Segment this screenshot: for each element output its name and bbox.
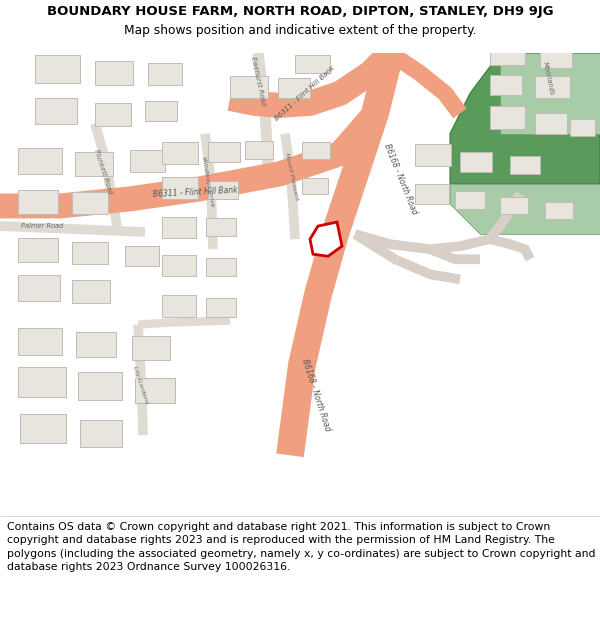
Polygon shape	[125, 246, 159, 266]
Polygon shape	[162, 177, 198, 199]
Polygon shape	[95, 103, 131, 126]
Polygon shape	[18, 276, 60, 301]
Polygon shape	[415, 184, 449, 204]
Polygon shape	[148, 63, 182, 85]
Polygon shape	[535, 76, 570, 98]
Polygon shape	[18, 190, 58, 214]
Polygon shape	[130, 149, 165, 172]
Polygon shape	[455, 191, 485, 209]
Text: Mount Pleasant: Mount Pleasant	[284, 152, 299, 201]
Polygon shape	[208, 181, 238, 199]
Polygon shape	[206, 299, 236, 316]
Polygon shape	[540, 48, 572, 68]
Polygon shape	[72, 281, 110, 304]
Polygon shape	[490, 75, 522, 96]
Polygon shape	[162, 255, 196, 276]
Polygon shape	[78, 372, 122, 400]
Polygon shape	[18, 148, 62, 174]
Polygon shape	[162, 217, 196, 238]
Polygon shape	[80, 420, 122, 447]
Polygon shape	[230, 76, 268, 98]
Text: Map shows position and indicative extent of the property.: Map shows position and indicative extent…	[124, 24, 476, 37]
Polygon shape	[206, 218, 236, 236]
Polygon shape	[490, 106, 525, 129]
Text: B6311 - Flint Hill Bank: B6311 - Flint Hill Bank	[274, 65, 336, 122]
Polygon shape	[450, 184, 600, 234]
Text: Contains OS data © Crown copyright and database right 2021. This information is : Contains OS data © Crown copyright and d…	[7, 522, 596, 572]
Polygon shape	[245, 141, 273, 159]
Text: B6168 - North Road: B6168 - North Road	[382, 142, 418, 216]
Polygon shape	[545, 202, 573, 219]
Text: Moorlands: Moorlands	[541, 61, 554, 96]
Polygon shape	[75, 152, 113, 176]
Polygon shape	[295, 55, 330, 73]
Text: BOUNDARY HOUSE FARM, NORTH ROAD, DIPTON, STANLEY, DH9 9JG: BOUNDARY HOUSE FARM, NORTH ROAD, DIPTON,…	[47, 5, 553, 18]
Polygon shape	[145, 101, 177, 121]
Polygon shape	[162, 296, 196, 316]
Polygon shape	[415, 144, 451, 166]
Polygon shape	[500, 197, 528, 214]
Polygon shape	[20, 414, 66, 443]
Text: Windways Drive: Windways Drive	[201, 156, 215, 208]
Text: Palmer Road: Palmer Road	[21, 223, 63, 229]
Polygon shape	[72, 192, 108, 214]
Polygon shape	[76, 332, 116, 357]
Polygon shape	[18, 367, 66, 397]
Polygon shape	[500, 53, 600, 134]
Text: Plunkett Road: Plunkett Road	[93, 149, 113, 195]
Polygon shape	[18, 328, 62, 355]
Polygon shape	[35, 98, 77, 124]
Polygon shape	[132, 336, 170, 360]
Polygon shape	[450, 53, 600, 184]
Text: B6311 - Flint Hill Bank: B6311 - Flint Hill Bank	[152, 185, 238, 199]
Polygon shape	[18, 238, 58, 262]
Polygon shape	[72, 242, 108, 264]
Polygon shape	[535, 114, 567, 134]
Polygon shape	[302, 142, 330, 159]
Polygon shape	[208, 142, 240, 162]
Polygon shape	[162, 142, 198, 164]
Polygon shape	[206, 258, 236, 276]
Polygon shape	[302, 177, 328, 194]
Polygon shape	[310, 222, 342, 256]
Polygon shape	[460, 152, 492, 172]
Text: Ewehurst Road: Ewehurst Road	[250, 56, 266, 106]
Polygon shape	[278, 78, 310, 98]
Polygon shape	[95, 61, 133, 85]
Polygon shape	[570, 119, 595, 136]
Text: Lily Gardens: Lily Gardens	[131, 366, 148, 404]
Polygon shape	[490, 43, 525, 65]
Polygon shape	[135, 378, 175, 403]
Polygon shape	[35, 55, 80, 83]
Text: B6168 - North Road: B6168 - North Road	[300, 357, 332, 432]
Polygon shape	[510, 156, 540, 174]
